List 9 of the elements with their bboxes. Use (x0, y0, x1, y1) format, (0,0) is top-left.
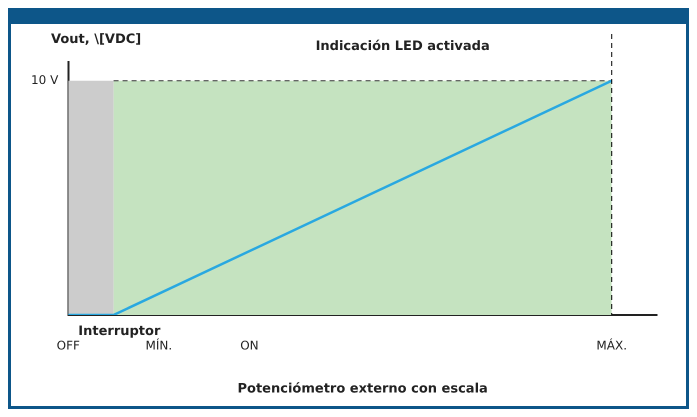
x-tick-label: MÍN. (146, 337, 172, 352)
x-tick-label: MÁX. (596, 337, 628, 352)
text: Indicación LED activada (316, 39, 490, 54)
x-tick-label: OFF (56, 338, 80, 352)
text: Interruptor (78, 324, 161, 339)
x-tick-label: ON (240, 338, 259, 352)
y-tick-label: 10 V (30, 72, 60, 87)
x-axis-title: Potenciómetro externo con escala (237, 382, 488, 397)
y-axis-title: Vout, \[VDC] (51, 32, 142, 47)
